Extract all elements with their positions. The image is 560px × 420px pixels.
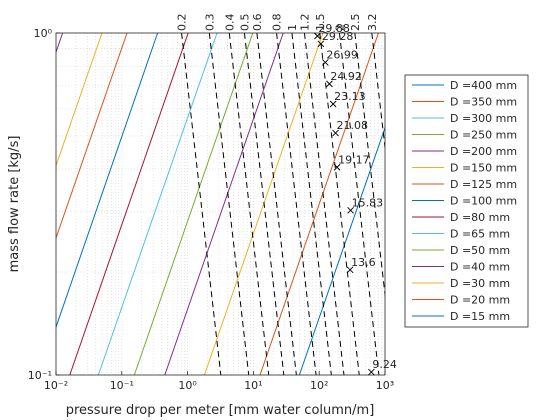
velocity-label: 3.2 xyxy=(366,14,379,32)
x-tick-label: 10³ xyxy=(376,379,394,392)
legend-label: D =80 mm xyxy=(450,211,510,224)
y-tick-label: 10⁻¹ xyxy=(28,369,52,382)
marker-annotation: 23.13 xyxy=(334,90,366,103)
velocity-line xyxy=(228,33,270,375)
data-line xyxy=(69,33,189,375)
legend-label: D =125 mm xyxy=(450,178,517,191)
velocity-label: 0.8 xyxy=(271,14,284,32)
velocity-label: 1 xyxy=(286,24,299,31)
legend-label: D =200 mm xyxy=(450,145,517,158)
legend-label: D =350 mm xyxy=(450,96,517,109)
velocity-label: 2 xyxy=(333,24,346,31)
x-axis-label: pressure drop per meter [mm water column… xyxy=(66,403,375,418)
legend-label: D =300 mm xyxy=(450,112,517,125)
legend-label: D =15 mm xyxy=(450,310,510,323)
x-tick-label: 10⁻¹ xyxy=(110,379,134,392)
velocity-line xyxy=(243,33,285,375)
legend-label: D =50 mm xyxy=(450,244,510,257)
legend-label: D =400 mm xyxy=(450,79,517,92)
x-tick-label: 10⁻² xyxy=(44,379,68,392)
x-tick-label: 10² xyxy=(310,379,328,392)
legend-label: D =20 mm xyxy=(450,294,510,307)
axes-box xyxy=(55,32,386,376)
marker-annotation: 29.28 xyxy=(322,30,354,43)
marker xyxy=(326,80,333,88)
velocity-label: 0.5 xyxy=(238,14,251,32)
marker xyxy=(322,59,329,66)
marker-annotation: 15.83 xyxy=(352,196,384,209)
velocity-label: 2.5 xyxy=(349,14,362,32)
velocity-label: 0.3 xyxy=(203,14,216,32)
x-tick-label: 10⁰ xyxy=(178,379,197,392)
marker-annotation: 26.99 xyxy=(326,48,358,61)
velocity-label: 0.6 xyxy=(251,14,264,32)
x-tick-label: 10¹ xyxy=(244,379,262,392)
marker xyxy=(368,368,375,376)
marker xyxy=(332,129,339,137)
velocity-line xyxy=(208,33,250,375)
data-line xyxy=(259,33,379,375)
marker-annotation: 29.88 xyxy=(318,22,350,35)
velocity-label: 0.4 xyxy=(223,14,236,32)
y-axis-label: mass flow rate [kg/s] xyxy=(7,136,22,273)
marker-annotation: 9.24 xyxy=(372,358,397,371)
data-line xyxy=(97,33,218,375)
velocity-line xyxy=(181,33,222,375)
marker-annotation: 24.92 xyxy=(330,70,362,83)
marker xyxy=(347,207,354,214)
marker xyxy=(314,32,321,40)
data-line xyxy=(298,126,385,375)
y-tick-label: 10⁰ xyxy=(34,27,53,40)
legend-label: D =150 mm xyxy=(450,162,517,175)
velocity-line xyxy=(338,33,380,375)
data-line xyxy=(133,33,254,375)
velocity-line xyxy=(354,33,385,299)
legend-label: D =30 mm xyxy=(450,277,510,290)
data-line xyxy=(56,33,159,329)
velocity-line xyxy=(291,33,332,375)
marker-annotation: 19.17 xyxy=(338,153,370,166)
legend-entries: D =400 mm D =350 mm D =300 mm D =250 mm D =2… xyxy=(412,79,517,323)
velocity-line xyxy=(276,33,317,375)
marker xyxy=(333,163,341,171)
data-line xyxy=(56,33,128,240)
data-line xyxy=(0,33,7,375)
velocity-line xyxy=(303,33,345,375)
legend-label: D =65 mm xyxy=(450,228,510,241)
marker xyxy=(329,100,337,108)
legend-label: D =250 mm xyxy=(450,129,517,142)
plot xyxy=(0,33,385,375)
legend-label: D =100 mm xyxy=(450,195,517,208)
plot-area xyxy=(56,33,385,375)
marker-annotation: 21.08 xyxy=(337,119,369,132)
data-line xyxy=(56,33,103,168)
marker xyxy=(317,40,325,48)
data-line xyxy=(164,33,284,375)
marker-annotation: 13.6 xyxy=(351,256,376,269)
velocity-line xyxy=(256,33,297,375)
velocity-label: 1.5 xyxy=(314,14,327,32)
velocity-label: 0.2 xyxy=(176,14,189,32)
marker xyxy=(346,266,354,274)
legend-label: D =40 mm xyxy=(450,261,510,274)
velocity-line xyxy=(319,33,360,375)
velocity-label: 1.2 xyxy=(298,14,311,32)
